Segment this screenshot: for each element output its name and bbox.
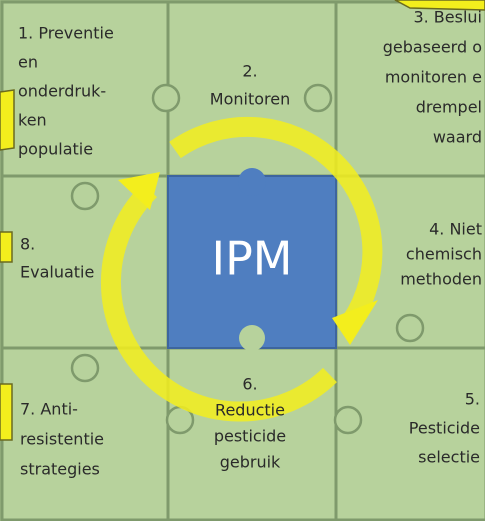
callout — [0, 384, 12, 440]
tile-text: selectie — [418, 448, 480, 467]
center-label: IPM — [212, 232, 293, 286]
puzzle-knob — [72, 183, 98, 209]
tile-text: gebaseerd o — [383, 38, 482, 57]
tile — [336, 2, 485, 176]
puzzle-knob — [335, 407, 361, 433]
puzzle-knob — [397, 315, 423, 341]
tile-text: Pesticide — [409, 419, 480, 438]
tile-text: ken — [18, 111, 47, 130]
puzzle-knob — [72, 355, 98, 381]
tile-text: drempel — [416, 98, 482, 117]
tile-text: en — [18, 53, 38, 72]
tile-text: 4. Niet — [429, 220, 482, 239]
puzzle-knob — [239, 325, 265, 351]
tile-text: 7. Anti- — [20, 400, 78, 419]
tile-text: pesticide — [214, 427, 286, 446]
callout — [0, 232, 12, 262]
tile-text: resistentie — [20, 430, 104, 449]
ipm-diagram: IPM 1. Preventie en onderdruk-ken populatie… — [0, 0, 485, 521]
tile-text: monitoren e — [385, 68, 482, 87]
tile-text: Evaluatie — [20, 263, 94, 282]
tile-text: chemisch — [406, 245, 482, 264]
tile-text: 5. — [465, 390, 480, 409]
tile-text: 1. Preventie — [18, 24, 114, 43]
puzzle-knob — [238, 168, 266, 196]
tile-text: onderdruk- — [18, 82, 106, 101]
tile-text: strategies — [20, 460, 100, 479]
tile-text: Reductie — [215, 401, 285, 420]
callout — [0, 90, 14, 150]
tile-text: populatie — [18, 140, 93, 159]
tile-text: 3. Beslui — [413, 8, 482, 27]
tile-text: waard — [433, 128, 482, 147]
tile-text: gebruik — [220, 453, 281, 472]
tile-text: Monitoren — [210, 90, 290, 109]
tile-text: 2. — [242, 62, 257, 81]
tile-text: 6. — [242, 375, 257, 394]
tile-text: 8. — [20, 235, 35, 254]
tile-text: methoden — [400, 270, 482, 289]
puzzle-knob — [153, 85, 179, 111]
puzzle-knob — [305, 85, 331, 111]
